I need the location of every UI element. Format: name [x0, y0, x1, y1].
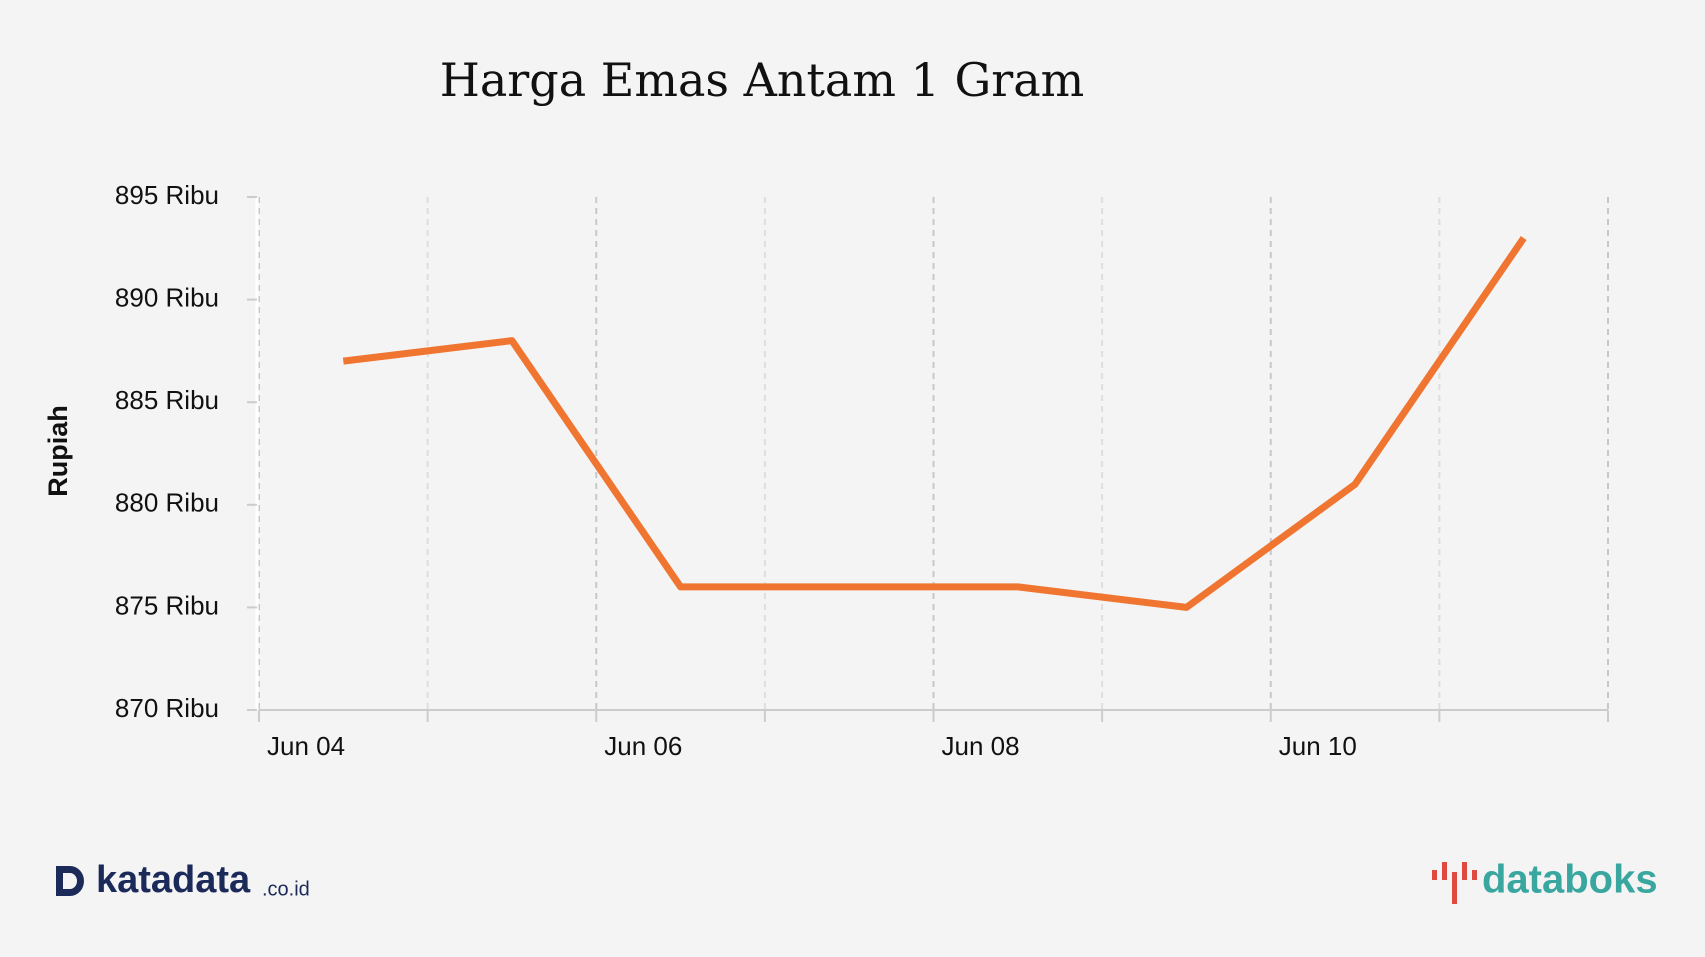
katadata-logo: katadata .co.id — [56, 859, 310, 901]
line-series — [342, 236, 1527, 611]
y-tick-label: 880 Ribu — [115, 488, 219, 518]
databoks-logo: databoks — [1432, 858, 1658, 904]
logo-icon — [1452, 872, 1457, 904]
logo-icon — [1432, 870, 1437, 880]
x-tick-label: Jun 08 — [942, 731, 1020, 761]
y-tick-label: 870 Ribu — [115, 693, 219, 723]
x-tick-label: Jun 06 — [604, 731, 682, 761]
x-tick-label: Jun 04 — [267, 731, 345, 761]
y-tick-label: 875 Ribu — [115, 590, 219, 620]
logo-icon — [1472, 870, 1477, 880]
y-tick-label: 895 Ribu — [115, 180, 219, 210]
y-axis-label: Rupiah — [43, 405, 73, 497]
chart-title: Harga Emas Antam 1 Gram — [440, 53, 1085, 107]
x-tick-label: Jun 10 — [1279, 731, 1357, 761]
logo-icon — [1442, 862, 1447, 880]
y-tick-label: 885 Ribu — [115, 385, 219, 415]
logo-icon — [1462, 862, 1467, 880]
logo-text: katadata — [96, 859, 251, 901]
logo-text: databoks — [1482, 858, 1658, 902]
logo-suffix: .co.id — [262, 878, 310, 900]
logo-icon — [56, 866, 84, 896]
y-tick-label: 890 Ribu — [115, 282, 219, 312]
